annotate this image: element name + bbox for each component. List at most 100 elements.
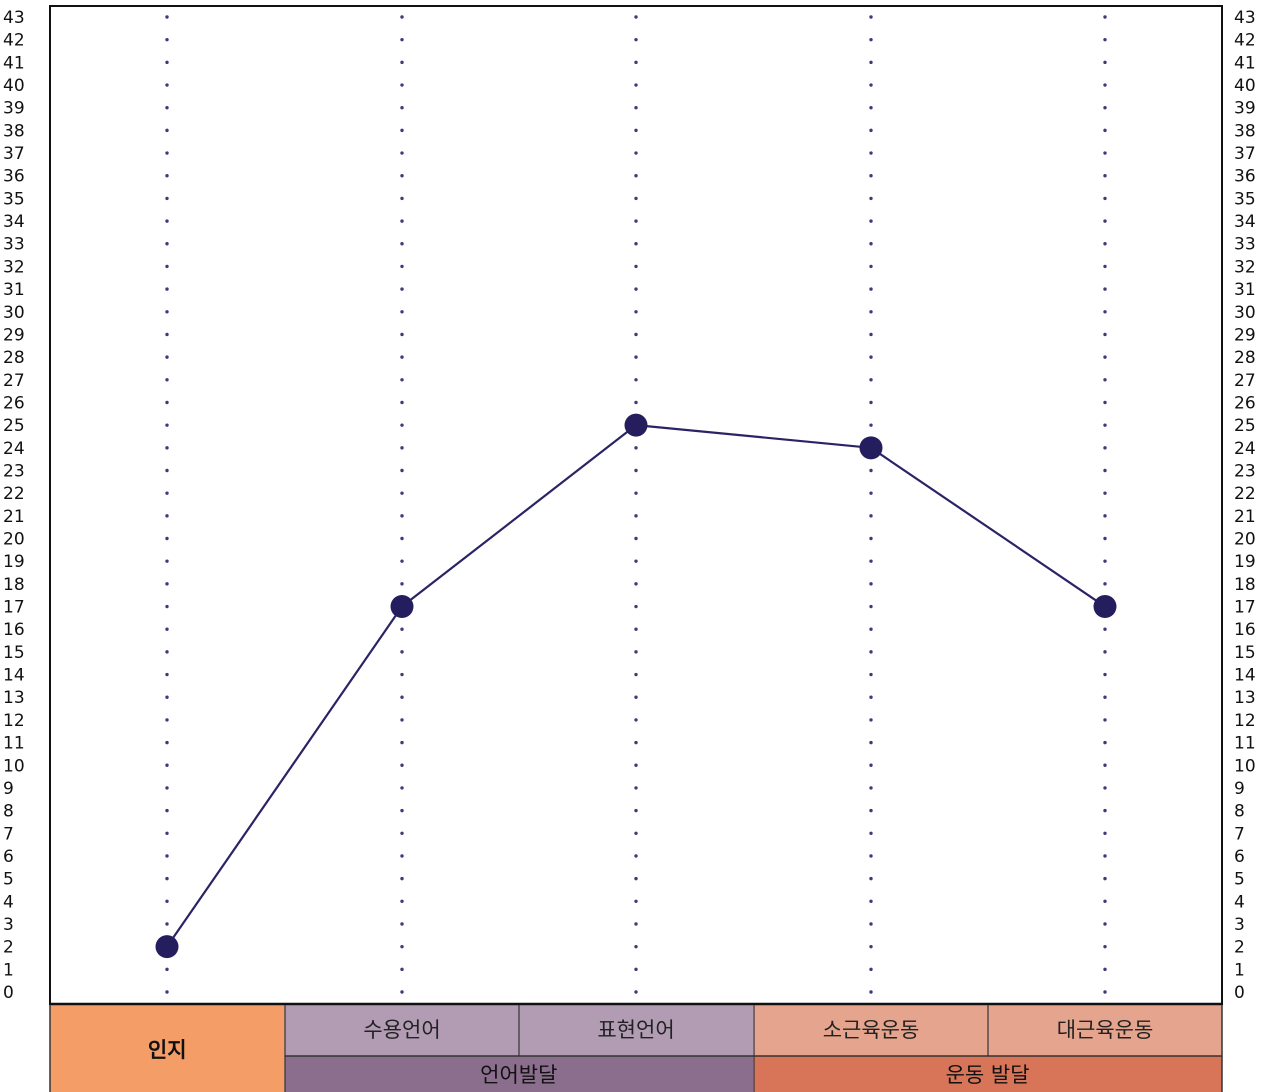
grid-dot [165, 15, 169, 19]
y-tick-label-left: 5 [3, 870, 14, 890]
grid-dot [400, 695, 404, 699]
y-tick-label-right: 37 [1234, 144, 1256, 164]
category-label: 대근육운동 [1057, 1018, 1154, 1042]
y-tick-label-left: 38 [3, 121, 25, 141]
grid-dot [869, 60, 873, 65]
y-tick-label-right: 29 [1234, 325, 1256, 345]
grid-dot [400, 219, 404, 223]
y-tick-label-right: 42 [1234, 31, 1256, 51]
grid-dot [400, 990, 404, 994]
grid-dot [634, 922, 638, 926]
y-tick-label-left: 24 [3, 439, 25, 459]
grid-dot [1103, 37, 1107, 42]
y-tick-label-right: 40 [1234, 76, 1256, 96]
y-tick-label-right: 8 [1234, 802, 1245, 822]
grid-dot [634, 944, 638, 949]
grid-dot [400, 967, 404, 972]
y-tick-label-left: 42 [3, 31, 25, 51]
grid-dot [869, 15, 873, 19]
grid-dot [1103, 808, 1107, 813]
cell-motor-group [753, 1056, 1222, 1092]
grid-dot [400, 922, 404, 926]
y-tick-label-right: 31 [1234, 280, 1256, 300]
y-tick-label-right: 22 [1234, 484, 1256, 504]
grid-dot [165, 763, 169, 767]
y-tick-label-left: 41 [3, 53, 25, 73]
plot-frame [49, 5, 1223, 1005]
grid-dot [1103, 15, 1107, 19]
y-tick-label-left: 30 [3, 303, 25, 323]
y-tick-label-left: 13 [3, 688, 25, 708]
cell-language-group [284, 1056, 754, 1092]
y-tick-label-right: 28 [1234, 348, 1256, 368]
y-tick-label-right: 2 [1234, 938, 1245, 958]
grid-dot [400, 174, 404, 178]
grid-dot [1103, 468, 1107, 473]
grid-dot [400, 786, 404, 790]
grid-dot [634, 446, 638, 450]
grid-dot [1103, 332, 1107, 337]
y-tick-label-left: 27 [3, 371, 25, 391]
y-tick-label-right: 6 [1234, 847, 1245, 867]
y-tick-label-right: 36 [1234, 167, 1256, 187]
grid-dot [400, 423, 404, 427]
grid-dot [869, 332, 873, 337]
grid-dot [165, 854, 169, 858]
y-tick-label-left: 17 [3, 598, 25, 618]
grid-dot [634, 264, 638, 269]
y-tick-label-left: 16 [3, 620, 25, 640]
grid-dot [869, 219, 873, 223]
grid-dot [634, 990, 638, 994]
y-tick-label-right: 19 [1234, 552, 1256, 572]
grid-dot [869, 990, 873, 994]
y-tick-label-right: 33 [1234, 235, 1256, 255]
grid-dot [165, 219, 169, 223]
grid-dot [869, 423, 873, 427]
grid-dot [869, 400, 873, 405]
grid-dot [165, 718, 169, 722]
category-label: 수용언어 [363, 1018, 440, 1042]
grid-dot [1103, 740, 1107, 745]
grid-line-5 [1103, 15, 1107, 994]
grid-dot [634, 15, 638, 19]
grid-dot [400, 242, 404, 246]
grid-dot [1103, 400, 1107, 405]
y-tick-label-left: 32 [3, 257, 25, 277]
grid-dot [165, 627, 169, 631]
y-tick-label-right: 25 [1234, 416, 1256, 436]
grid-dot [869, 37, 873, 42]
y-tick-label-right: 9 [1234, 779, 1245, 799]
grid-dot [1103, 967, 1107, 972]
y-tick-label-right: 4 [1234, 892, 1245, 912]
grid-dot [634, 582, 638, 586]
grid-dot [1103, 763, 1107, 767]
grid-dot [165, 559, 169, 563]
grid-dot [869, 650, 873, 654]
grid-dot [1103, 446, 1107, 450]
grid-dot [869, 967, 873, 972]
grid-dot [165, 740, 169, 745]
y-tick-label-right: 11 [1234, 734, 1256, 754]
grid-dot [165, 582, 169, 586]
y-tick-label-right: 34 [1234, 212, 1256, 232]
y-tick-label-left: 3 [3, 915, 14, 935]
grid-dot [869, 695, 873, 699]
grid-dot [1103, 559, 1107, 563]
y-tick-label-right: 15 [1234, 643, 1256, 663]
grid-dot [869, 854, 873, 858]
data-point [390, 595, 414, 619]
y-tick-label-left: 9 [3, 779, 14, 799]
y-tick-label-left: 43 [3, 8, 25, 28]
grid-dot [165, 423, 169, 427]
grid-dot [869, 808, 873, 813]
grid-dot [1103, 378, 1107, 382]
grid-dot [634, 536, 638, 541]
grid-dot [165, 876, 169, 881]
y-tick-label-left: 1 [3, 960, 14, 980]
grid-dot [869, 355, 873, 359]
grid-dot [400, 672, 404, 677]
y-tick-label-left: 23 [3, 461, 25, 481]
category-label: 인지 [148, 1038, 187, 1062]
